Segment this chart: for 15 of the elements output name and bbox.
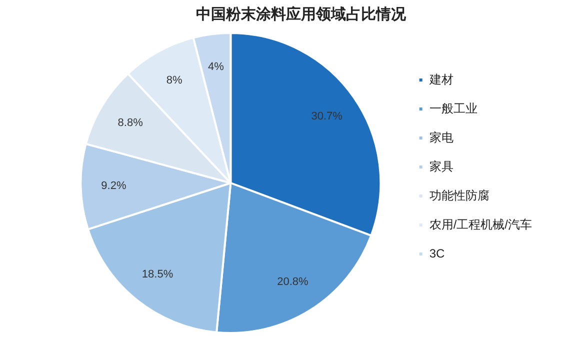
- chart-title: 中国粉末涂料应用领域占比情况: [196, 5, 407, 24]
- legend-label: 3C: [429, 246, 446, 260]
- data-label: 9.2%: [101, 180, 126, 192]
- legend-label: 家电: [429, 130, 454, 144]
- data-label: 8.8%: [118, 116, 144, 129]
- data-label: 4%: [208, 60, 224, 73]
- legend-label: 一般工业: [429, 101, 478, 116]
- data-label: 30.7%: [311, 110, 343, 122]
- data-label: 18.5%: [142, 268, 174, 280]
- legend-label: 建材: [428, 72, 454, 86]
- legend-label: 功能性防腐: [429, 188, 490, 202]
- data-label: 8%: [166, 74, 182, 87]
- legend-label: 家具: [429, 159, 454, 174]
- data-label: 20.8%: [277, 276, 309, 288]
- legend-label: 农用/工程机械/汽车: [429, 217, 532, 232]
